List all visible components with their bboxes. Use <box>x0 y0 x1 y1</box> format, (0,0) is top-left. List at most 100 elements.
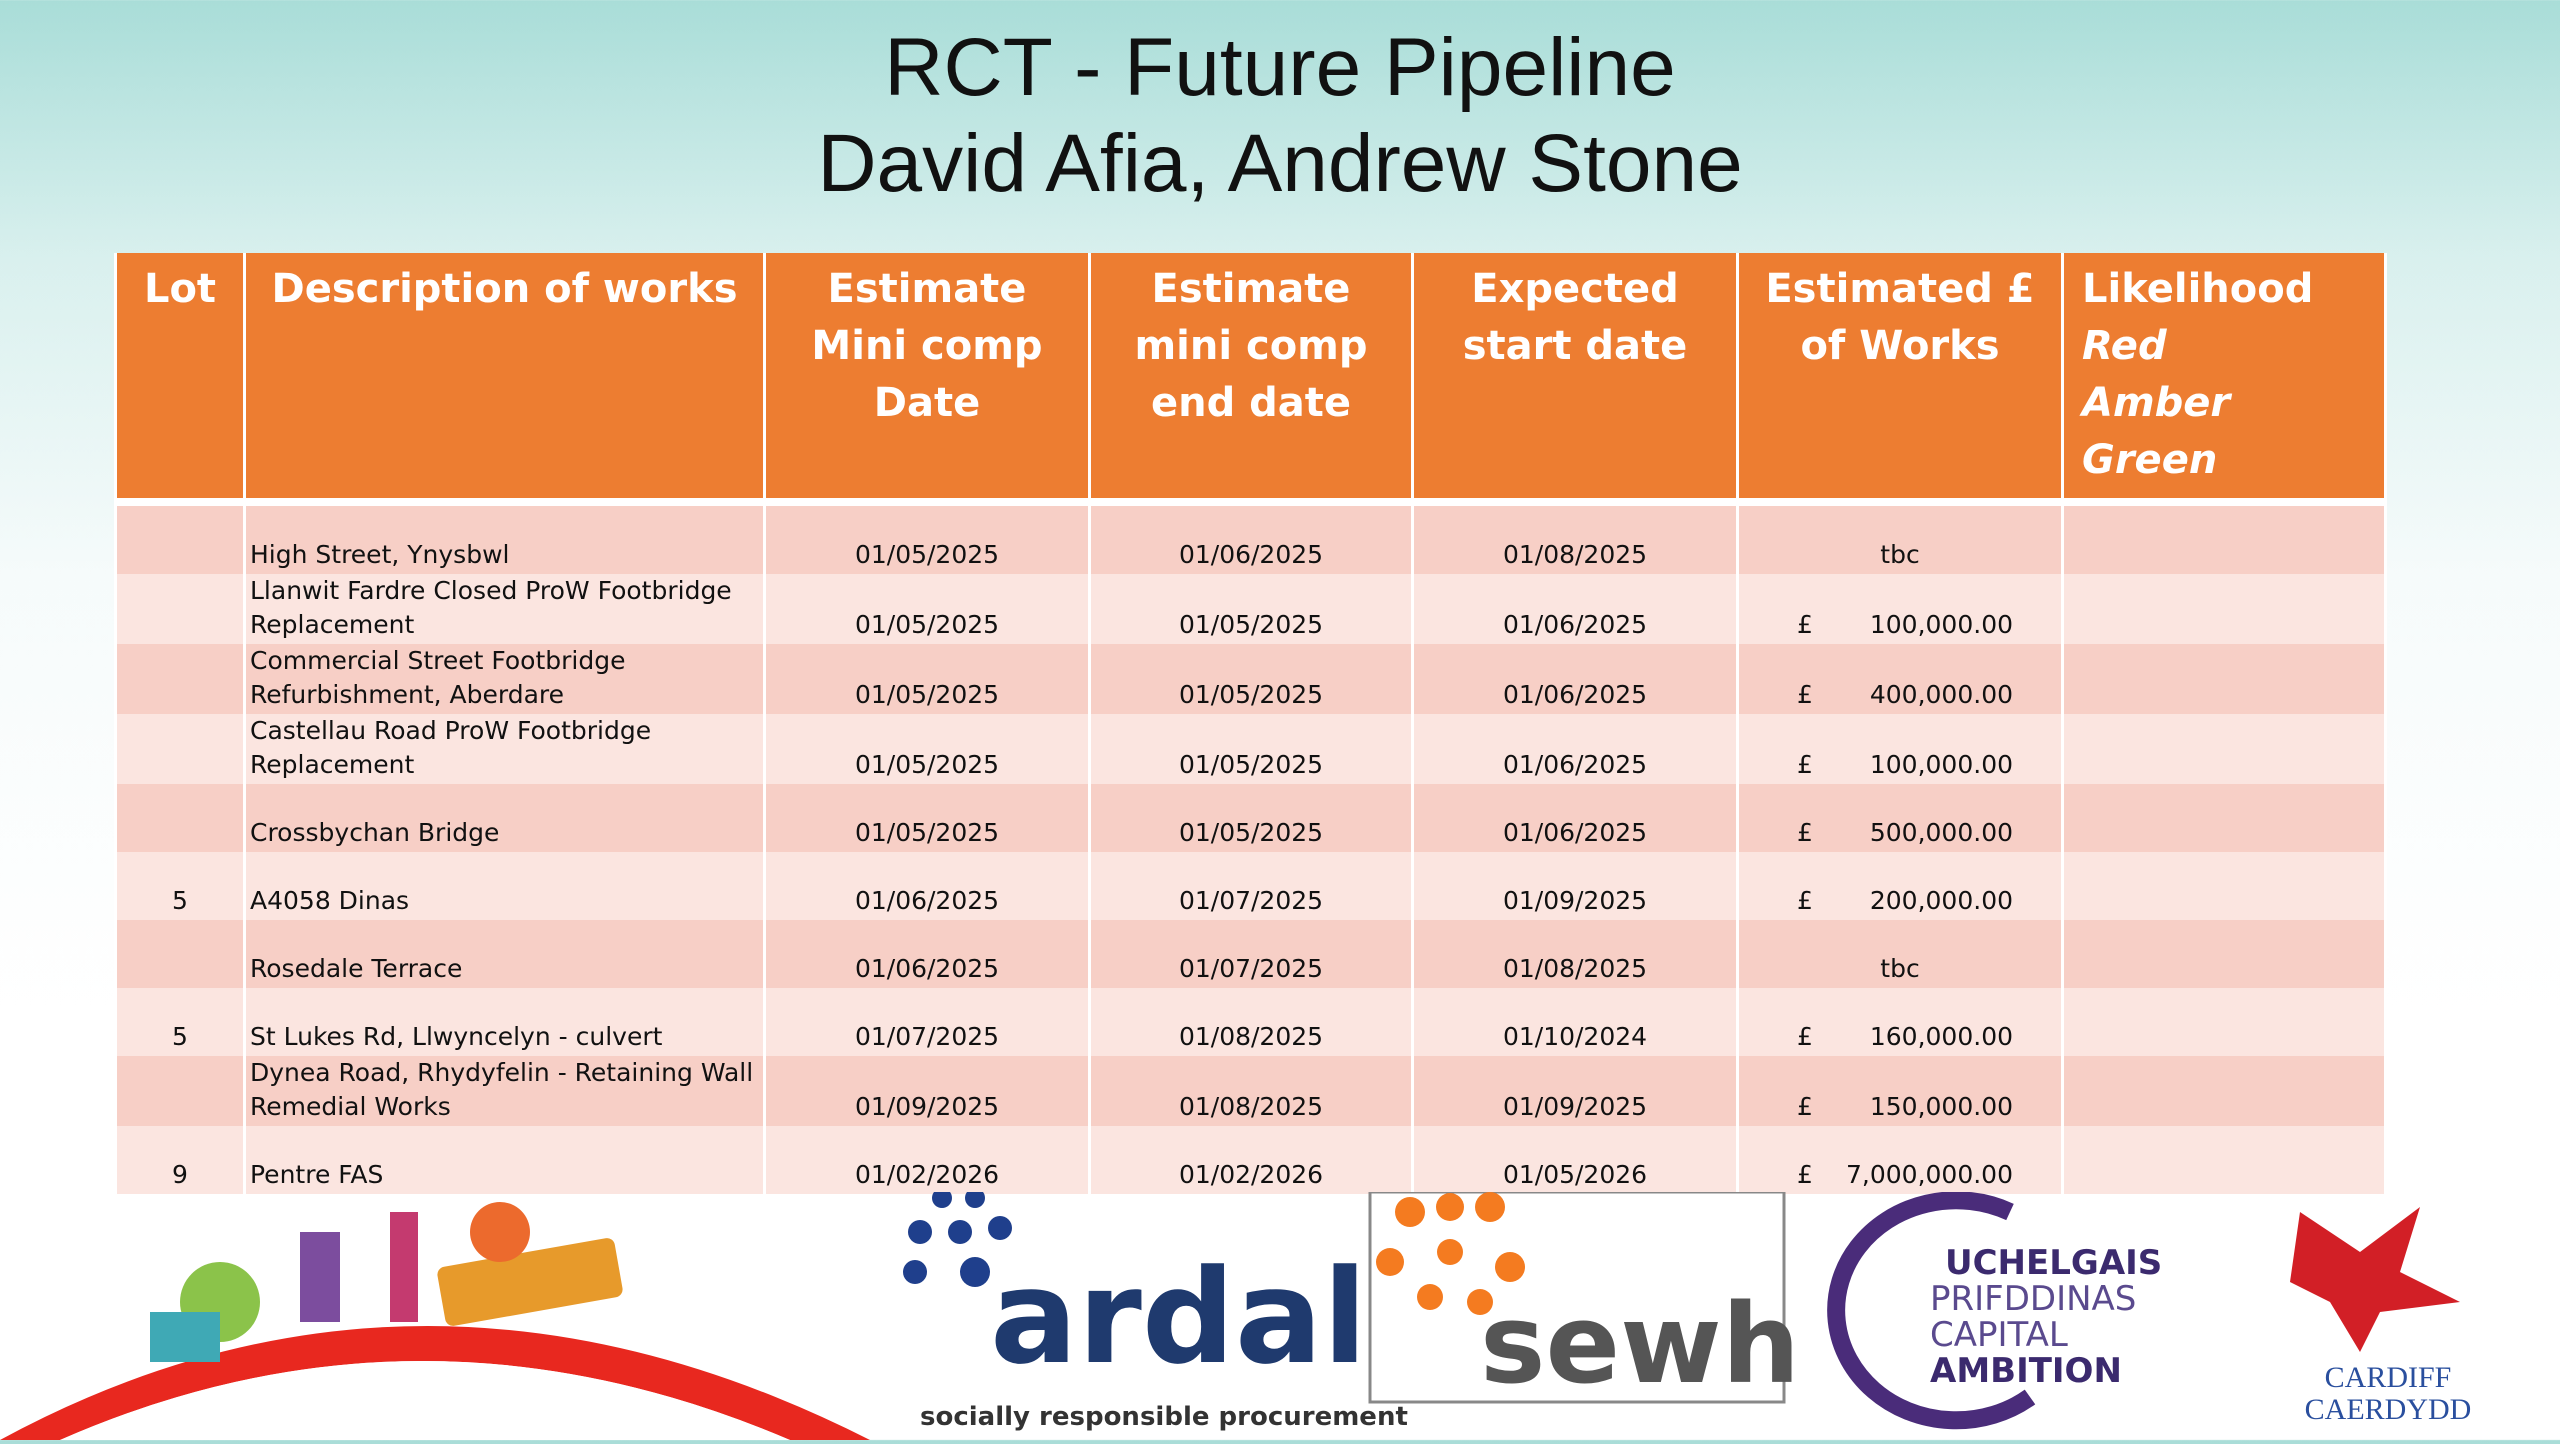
likelihood-option: Red <box>2082 323 2167 369</box>
description-cell: Commercial Street Footbridge Refurbishme… <box>243 644 766 714</box>
table-row: Castellau Road ProW Footbridge Replaceme… <box>114 714 2387 784</box>
estimate-cell: tbc <box>1736 506 2064 574</box>
table-row: High Street, Ynysbwl 01/05/2025 01/06/2025… <box>114 506 2387 574</box>
mini-comp-end-date: 01/08/2025 <box>1088 1056 1414 1126</box>
pipeline-table: Lot Description of works Estimate Mini com… <box>114 253 2387 1194</box>
cardiff-en: CARDIFF <box>2325 1361 2452 1394</box>
expected-start-date: 01/09/2025 <box>1411 1056 1739 1126</box>
gap-row <box>114 498 2387 506</box>
estimate-cell: £200,000.00 <box>1736 852 2064 920</box>
cardiff-logo: CARDIFF CAERDYDD <box>2290 1207 2471 1426</box>
mini-comp-end-date: 01/05/2025 <box>1088 644 1414 714</box>
description-cell: Rosedale Terrace <box>243 920 766 988</box>
currency: £ <box>1797 1160 1813 1189</box>
mini-comp-end-date: 01/05/2025 <box>1088 714 1414 784</box>
lot-cell <box>114 1056 246 1126</box>
mini-comp-end-date: 01/02/2026 <box>1088 1126 1414 1194</box>
mini-comp-date: 01/09/2025 <box>763 1056 1091 1126</box>
column-header: Lot <box>114 253 246 498</box>
cardiff-cy: CAERDYDD <box>2305 1393 2472 1426</box>
lot-cell <box>114 644 246 714</box>
column-header: Estimate Mini comp Date <box>763 253 1091 498</box>
ca-line: CAPITAL <box>1930 1315 2068 1355</box>
mini-comp-end-date: 01/07/2025 <box>1088 920 1414 988</box>
mini-comp-date: 01/05/2025 <box>763 506 1091 574</box>
estimate-cell: £100,000.00 <box>1736 714 2064 784</box>
mini-comp-end-date: 01/08/2025 <box>1088 988 1414 1056</box>
table-row: Crossbychan Bridge 01/05/2025 01/05/2025 01… <box>114 784 2387 852</box>
mini-comp-date: 01/05/2025 <box>763 574 1091 644</box>
table-row: Commercial Street Footbridge Refurbishme… <box>114 644 2387 714</box>
likelihood-header: Likelihood Red Amber Green <box>2061 253 2387 498</box>
description-cell: A4058 Dinas <box>243 852 766 920</box>
mini-comp-date: 01/05/2025 <box>763 714 1091 784</box>
description-cell: Pentre FAS <box>243 1126 766 1194</box>
estimate-cell: £150,000.00 <box>1736 1056 2064 1126</box>
amount: 100,000.00 <box>1869 610 2013 639</box>
likelihood-cell <box>2061 920 2387 988</box>
amount: 7,000,000.00 <box>1846 1160 2013 1189</box>
currency: £ <box>1797 818 1813 847</box>
likelihood-cell <box>2061 1056 2387 1126</box>
description-cell: Llanwit Fardre Closed ProW Footbridge Re… <box>243 574 766 644</box>
expected-start-date: 01/10/2024 <box>1411 988 1739 1056</box>
ca-line: UCHELGAIS <box>1945 1243 2162 1283</box>
table-row: 5 St Lukes Rd, Llwyncelyn - culvert 01/07/… <box>114 988 2387 1056</box>
currency: £ <box>1797 610 1813 639</box>
sewh-wordmark: sewh <box>1480 1280 1800 1408</box>
sewh-logo: sewh <box>1368 1190 1800 1408</box>
estimate-cell: £100,000.00 <box>1736 574 2064 644</box>
amount: 100,000.00 <box>1869 750 2013 779</box>
likelihood-cell <box>2061 852 2387 920</box>
description-cell: Dynea Road, Rhydyfelin - Retaining Wall … <box>243 1056 766 1126</box>
likelihood-option: Green <box>2082 437 2218 483</box>
table-row: Rosedale Terrace 01/06/2025 01/07/2025 01/0… <box>114 920 2387 988</box>
lot-cell <box>114 920 246 988</box>
expected-start-date: 01/05/2026 <box>1411 1126 1739 1194</box>
amount: 500,000.00 <box>1869 818 2013 847</box>
description-cell: St Lukes Rd, Llwyncelyn - culvert <box>243 988 766 1056</box>
likelihood-cell <box>2061 1126 2387 1194</box>
lot-cell: 5 <box>114 988 246 1056</box>
amount: tbc <box>1880 540 1920 569</box>
table-row: 9 Pentre FAS 01/02/2026 01/02/2026 01/05/202… <box>114 1126 2387 1194</box>
lot-cell: 5 <box>114 852 246 920</box>
capital-ambition-logo: UCHELGAIS PRIFDDINAS CAPITAL AMBITION <box>1827 1191 2162 1430</box>
city-illustration <box>0 1202 870 1440</box>
currency: £ <box>1797 750 1813 779</box>
likelihood-label: Likelihood <box>2082 266 2314 312</box>
lot-cell <box>114 714 246 784</box>
column-header: Expected start date <box>1411 253 1739 498</box>
mini-comp-end-date: 01/05/2025 <box>1088 784 1414 852</box>
likelihood-cell <box>2061 714 2387 784</box>
likelihood-cell <box>2061 988 2387 1056</box>
currency: £ <box>1797 680 1813 709</box>
likelihood-cell <box>2061 644 2387 714</box>
expected-start-date: 01/06/2025 <box>1411 714 1739 784</box>
title-block: RCT - Future Pipeline David Afia, Andrew… <box>0 20 2560 212</box>
table-row: Llanwit Fardre Closed ProW Footbridge Re… <box>114 574 2387 644</box>
mini-comp-end-date: 01/07/2025 <box>1088 852 1414 920</box>
mini-comp-date: 01/06/2025 <box>763 920 1091 988</box>
estimate-cell: £7,000,000.00 <box>1736 1126 2064 1194</box>
lot-cell <box>114 574 246 644</box>
likelihood-cell <box>2061 506 2387 574</box>
ca-line: PRIFDDINAS <box>1930 1279 2136 1319</box>
mini-comp-end-date: 01/06/2025 <box>1088 506 1414 574</box>
gap <box>114 498 2387 506</box>
header-row: Lot Description of works Estimate Mini com… <box>114 253 2387 498</box>
mini-comp-end-date: 01/05/2025 <box>1088 574 1414 644</box>
mini-comp-date: 01/02/2026 <box>763 1126 1091 1194</box>
expected-start-date: 01/08/2025 <box>1411 506 1739 574</box>
ardal-tagline: socially responsible procurement <box>920 1402 1408 1432</box>
currency: £ <box>1797 886 1813 915</box>
column-header: Estimate mini comp end date <box>1088 253 1414 498</box>
column-header: Estimated £ of Works <box>1736 253 2064 498</box>
ardal-logo: ardal socially responsible procurement <box>903 1188 1408 1432</box>
description-cell: Crossbychan Bridge <box>243 784 766 852</box>
logo-strip: ardal socially responsible procurement s… <box>0 1188 2560 1440</box>
mini-comp-date: 01/07/2025 <box>763 988 1091 1056</box>
expected-start-date: 01/06/2025 <box>1411 644 1739 714</box>
amount: 200,000.00 <box>1869 886 2013 915</box>
